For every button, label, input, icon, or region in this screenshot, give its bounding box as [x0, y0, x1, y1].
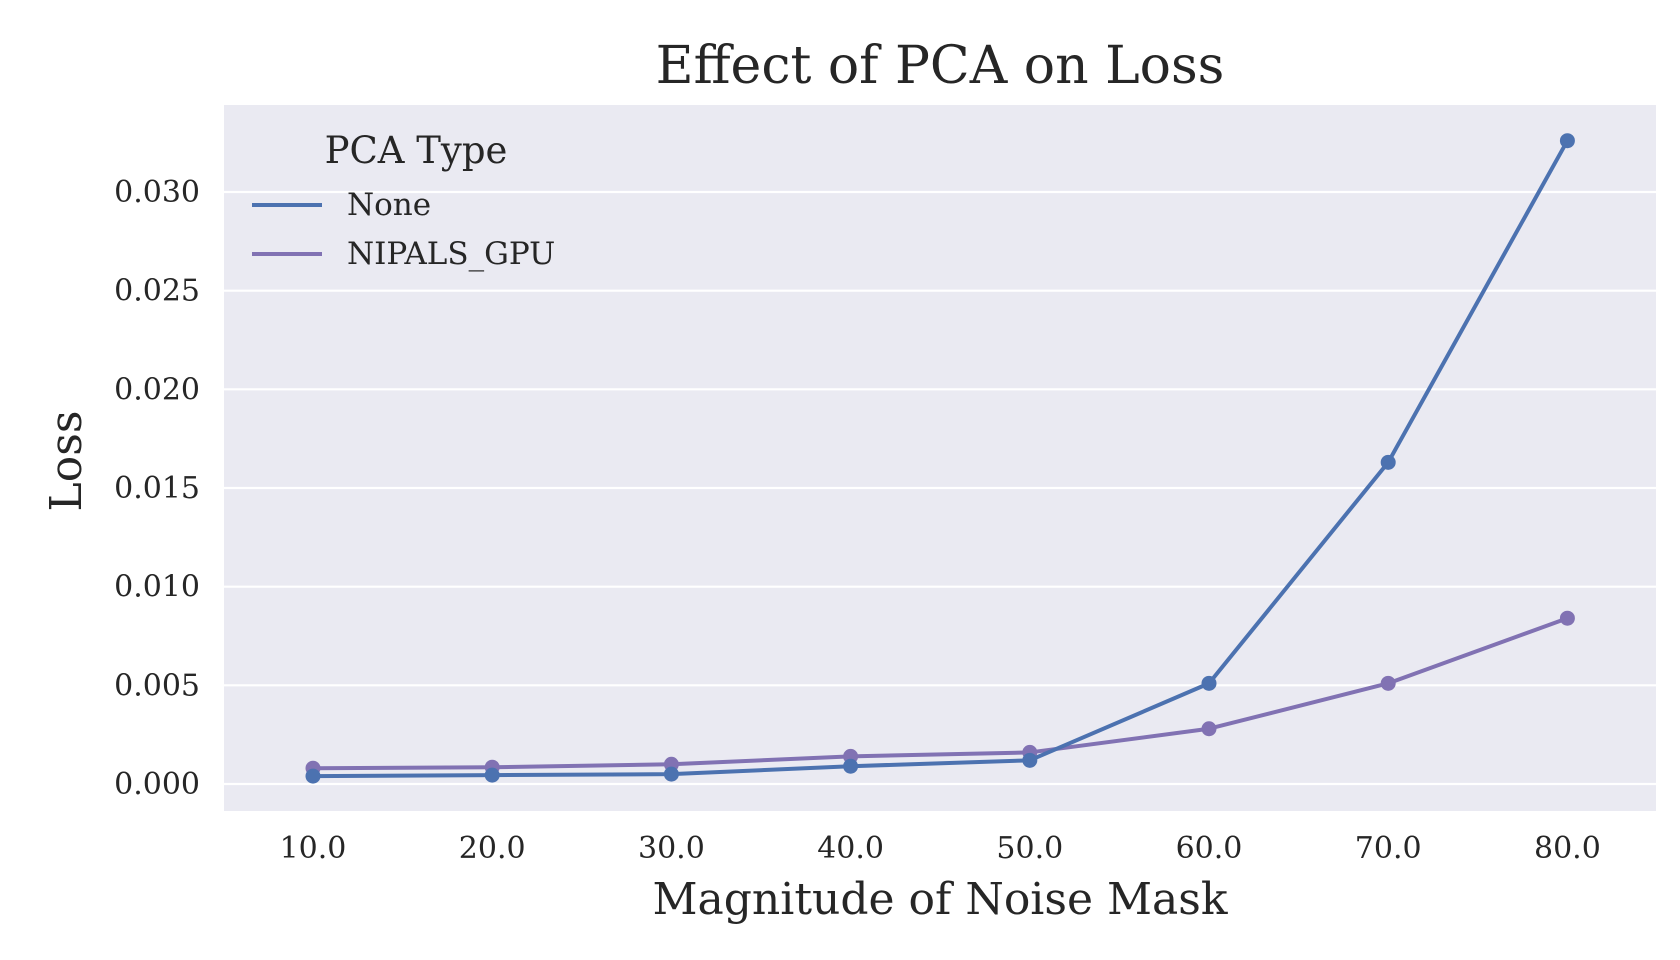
legend-label: None	[347, 187, 431, 223]
series-line	[312, 139, 1570, 779]
x-tick-label: 20.0	[459, 831, 526, 866]
gridlines	[224, 190, 1656, 786]
x-tick-label: 80.0	[1534, 831, 1601, 866]
series-layer	[305, 133, 1575, 784]
y-tick-label: 0.030	[114, 175, 200, 210]
legend: PCA Type None NIPALS_GPU	[252, 129, 555, 272]
data-point	[1559, 133, 1575, 149]
y-tick-label: 0.025	[114, 274, 200, 309]
data-point	[1380, 675, 1396, 691]
y-tick-labels: 0.000 0.005 0.010 0.015 0.020 0.025 0.030	[114, 175, 200, 802]
x-tick-label: 30.0	[638, 831, 705, 866]
y-tick-label: 0.015	[114, 471, 200, 506]
x-tick-label: 50.0	[996, 831, 1063, 866]
data-point	[843, 758, 859, 774]
legend-label: NIPALS_GPU	[347, 236, 555, 272]
y-tick-label: 0.010	[114, 570, 200, 605]
chart-title: Effect of PCA on Loss	[656, 36, 1225, 96]
data-point	[1380, 454, 1396, 470]
x-tick-label: 60.0	[1176, 831, 1243, 866]
y-tick-label: 0.020	[114, 372, 200, 407]
x-tick-label: 40.0	[817, 831, 884, 866]
data-point	[1201, 675, 1217, 691]
x-tick-label: 70.0	[1355, 831, 1422, 866]
x-axis-label: Magnitude of Noise Mask	[652, 874, 1227, 925]
data-point	[663, 766, 679, 782]
y-tick-label: 0.000	[114, 767, 200, 802]
data-point	[1022, 752, 1038, 768]
x-tick-label: 10.0	[280, 831, 347, 866]
data-point	[1559, 610, 1575, 626]
y-axis-label: Loss	[41, 411, 92, 512]
data-point	[484, 767, 500, 783]
x-tick-labels: 10.0 20.0 30.0 40.0 50.0 60.0 70.0 80.0	[280, 831, 1601, 866]
y-tick-label: 0.005	[114, 668, 200, 703]
series-line	[312, 616, 1569, 771]
data-point	[305, 768, 321, 784]
legend-title: PCA Type	[325, 129, 508, 172]
plot-area-background	[224, 105, 1656, 811]
data-point	[1201, 721, 1217, 737]
